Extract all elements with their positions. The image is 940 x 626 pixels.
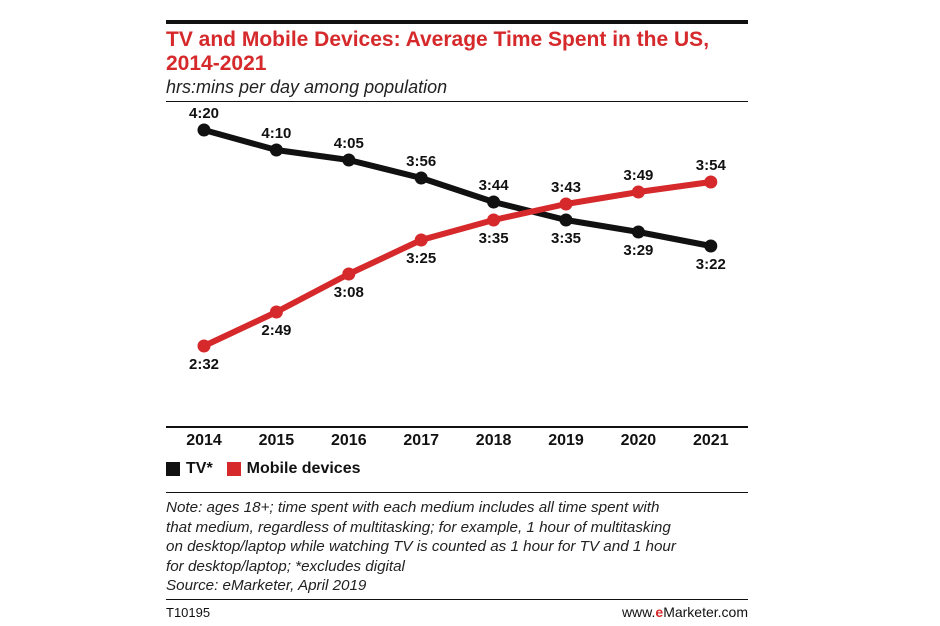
data-label-tv: 4:20 [189, 105, 219, 122]
data-point-tv [197, 123, 211, 137]
data-label-mobile: 3:49 [623, 167, 653, 184]
legend-label-mobile: Mobile devices [246, 460, 361, 477]
brand-prefix: www. [621, 604, 656, 620]
x-tick-label: 2018 [476, 432, 512, 449]
x-tick-label: 2021 [693, 432, 729, 449]
data-point-tv [487, 195, 501, 209]
data-label-tv: 4:05 [334, 135, 364, 152]
x-tick-label: 2015 [259, 432, 295, 449]
data-point-mobile [342, 267, 356, 281]
series-line-mobile [201, 179, 714, 349]
data-label-tv: 3:22 [696, 256, 726, 273]
data-point-mobile [631, 185, 645, 199]
data-label-mobile: 3:25 [406, 250, 436, 267]
data-label-mobile: 2:49 [261, 322, 291, 339]
legend-item-tv: TV* [166, 460, 213, 478]
data-label-tv: 3:35 [551, 230, 581, 247]
x-tick-label: 2014 [186, 432, 222, 449]
chart-title: TV and Mobile Devices: Average Time Spen… [166, 28, 710, 75]
brand-link[interactable]: www.eMarketer.com [622, 604, 748, 620]
chart-subtitle: hrs:mins per day among population [166, 77, 448, 97]
x-tick-label: 2017 [403, 432, 439, 449]
data-label-tv: 3:44 [479, 177, 510, 194]
data-point-mobile [487, 213, 501, 227]
data-label-mobile: 3:08 [334, 284, 364, 301]
value-labels: 4:20 4:10 4:05 3:56 3:44 3:35 3:29 3:22 2:32 2:49… [189, 105, 726, 373]
source-line: Source: eMarketer, April 2019 [166, 577, 367, 594]
x-axis-ticks: 2014 2015 2016 2017 2018 2019 2020 2021 [186, 432, 728, 449]
data-point-tv [704, 239, 718, 253]
footer-rule [166, 599, 748, 600]
top-rule [166, 20, 748, 24]
data-label-mobile: 3:35 [479, 230, 509, 247]
legend-label-tv: TV* [186, 460, 213, 477]
brand-e: e [655, 604, 664, 620]
series-lines [201, 127, 714, 349]
x-tick-label: 2019 [548, 432, 584, 449]
series-line-tv [201, 127, 714, 249]
data-point-tv [342, 153, 356, 167]
chart-note: Note: ages 18+; time spent with each med… [166, 498, 748, 596]
legend-swatch-mobile [226, 462, 241, 476]
data-label-tv: 3:29 [623, 242, 653, 259]
data-point-tv [414, 171, 428, 185]
x-tick-label: 2020 [621, 432, 657, 449]
data-label-tv: 4:10 [261, 125, 291, 142]
chart-code: T10195 [166, 605, 211, 620]
data-label-mobile: 2:32 [189, 356, 219, 373]
subtitle-rule [166, 101, 748, 102]
note-line: that medium, regardless of multitasking;… [166, 518, 671, 536]
data-label-tv: 3:56 [406, 153, 436, 170]
data-label-mobile: 3:43 [551, 179, 581, 196]
data-point-tv [631, 225, 645, 239]
legend-swatch-tv [166, 462, 180, 476]
note-line: on desktop/laptop while watching TV is c… [166, 538, 676, 555]
legend-item-mobile: Mobile devices [226, 460, 361, 478]
note-line: for desktop/laptop; *excludes digital [166, 557, 405, 575]
data-label-mobile: 3:54 [696, 157, 727, 174]
note-line: Note: ages 18+; time spent with each med… [166, 499, 660, 516]
legend: TV* Mobile devices [166, 460, 375, 478]
data-point-mobile [414, 233, 428, 247]
data-point-tv [269, 143, 283, 157]
data-point-mobile [559, 197, 573, 211]
note-rule [166, 492, 748, 493]
brand-rest: Marketer.com [663, 604, 748, 620]
x-tick-label: 2016 [331, 432, 367, 449]
data-point-tv [559, 213, 573, 227]
data-point-mobile [269, 305, 283, 319]
series-points [197, 123, 718, 353]
data-point-mobile [704, 175, 718, 189]
data-point-mobile [197, 339, 211, 353]
